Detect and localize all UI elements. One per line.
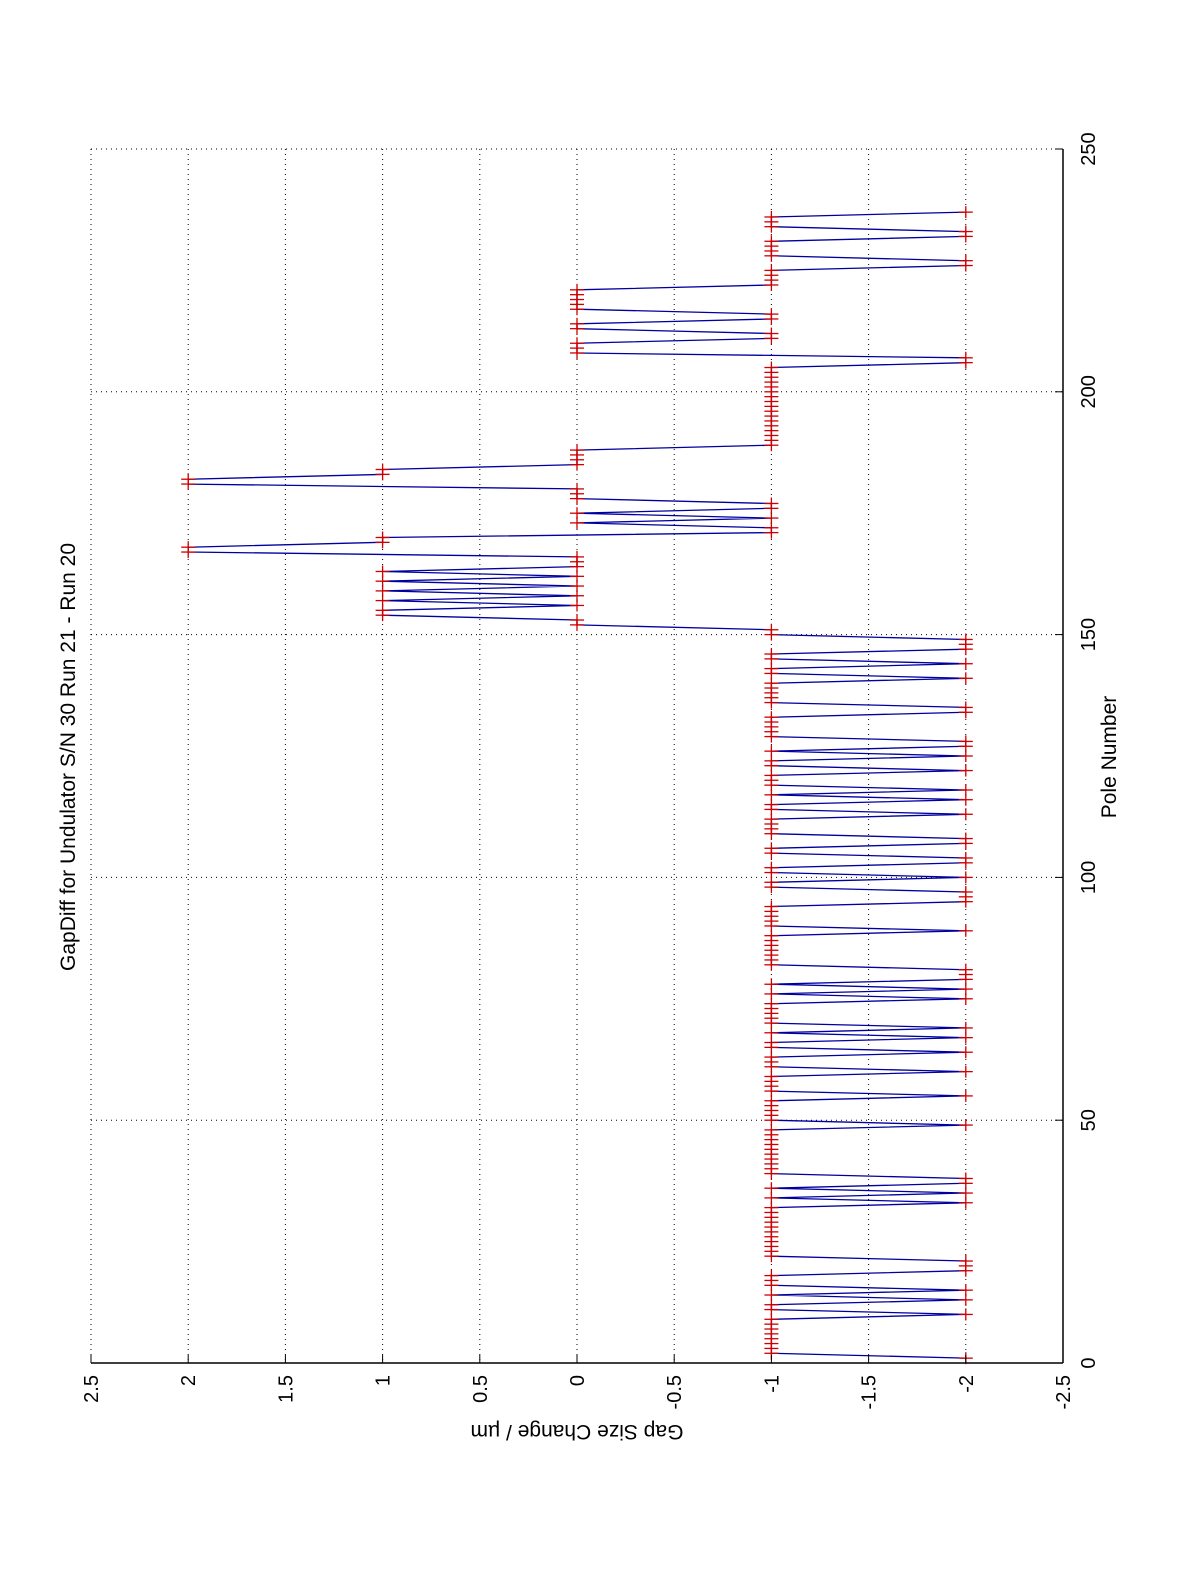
pole-tick-label: 100 [1078, 861, 1100, 894]
data-point-marker [764, 745, 779, 758]
y-axis-label: Gap Size Change / µm [471, 1420, 684, 1443]
data-point-marker [181, 541, 196, 554]
data-point-marker [764, 978, 779, 991]
pole-tick-labels: 0 50 100 150 200 250 [1078, 132, 1100, 1368]
data-point-marker [764, 210, 779, 223]
data-point-marker [764, 1182, 779, 1195]
data-point-marker [958, 254, 973, 267]
data-point-marker [958, 851, 973, 864]
value-tick-label: -2 [956, 1375, 978, 1393]
data-point-marker [764, 900, 779, 913]
pole-tick-label: 0 [1078, 1357, 1100, 1368]
data-point-marker [764, 711, 779, 724]
data-point-marker [570, 283, 584, 296]
data-point-marker [570, 337, 584, 350]
data-point-marker [764, 308, 779, 321]
data-point-marker [958, 1172, 973, 1185]
pole-tick-label: 150 [1078, 618, 1100, 651]
value-tick-label: -1.5 [859, 1375, 881, 1409]
data-point-marker [958, 1065, 973, 1078]
data-point-marker [958, 701, 973, 714]
data-point-marker [375, 463, 390, 476]
data-point-marker [958, 672, 973, 685]
value-tick-labels: -2.5 -2 -1.5 -1 -0.5 0 0.5 1 1.5 2 2.5 [81, 1375, 1075, 1409]
value-tick-label: -1 [761, 1375, 783, 1393]
data-point-marker [958, 735, 973, 748]
data-point-marker [764, 235, 779, 248]
pole-tick-label: 250 [1078, 132, 1100, 165]
data-point-marker [958, 963, 973, 976]
data-point-marker [764, 361, 779, 374]
data-point-marker [958, 924, 973, 937]
data-point-marker [764, 648, 779, 661]
value-tick-label: 0.5 [470, 1375, 492, 1403]
axes [90, 148, 1064, 1364]
data-point-marker [375, 565, 390, 578]
pole-tick-label: 50 [1078, 1109, 1100, 1131]
data-point-marker [764, 842, 779, 855]
data-point-marker [958, 808, 973, 821]
value-tick-label: 2.5 [81, 1375, 103, 1403]
data-point-marker [958, 225, 973, 238]
value-tick-label: 0 [567, 1375, 589, 1386]
data-point-marker [958, 832, 973, 845]
pole-tick-label: 200 [1078, 375, 1100, 408]
data-point-marker [764, 327, 779, 340]
data-point-marker [570, 507, 584, 520]
data-point-marker [570, 614, 584, 627]
data-point-marker [570, 317, 584, 330]
data-point-marker [958, 1046, 973, 1059]
data-point-marker [958, 1284, 973, 1297]
data-point-marker [958, 1021, 973, 1034]
data-point-marker [958, 657, 973, 670]
value-tick-label: 2 [178, 1375, 200, 1386]
data-point-marker [958, 351, 973, 364]
data-point-marker [764, 861, 779, 874]
data-point-marker [375, 531, 390, 544]
data-point-marker [764, 623, 779, 636]
data-point-marker [181, 473, 196, 486]
data-point-marker [570, 444, 584, 457]
data-point-marker [570, 550, 584, 563]
data-point-marker [958, 764, 973, 777]
x-axis-label: Pole Number [1098, 696, 1121, 819]
data-point-marker [958, 1119, 973, 1132]
value-tick-label: -0.5 [664, 1375, 686, 1409]
chart-title: GapDiff for Undulator S/N 30 Run 21 - Ru… [57, 543, 80, 971]
data-point-marker [958, 783, 973, 796]
data-point-marker [570, 482, 584, 495]
value-tick-label: 1.5 [275, 1375, 297, 1403]
data-point-marker [764, 264, 779, 277]
data-point-marker [958, 1255, 973, 1268]
data-point-marker [764, 497, 779, 510]
data-point-marker [764, 1269, 779, 1282]
series-markers [181, 206, 973, 1365]
data-point-marker [958, 633, 973, 646]
data-point-marker [958, 1308, 973, 1321]
data-point-marker [958, 885, 973, 898]
value-tick-label: -2.5 [1053, 1375, 1075, 1409]
data-point-marker [958, 1089, 973, 1102]
value-tick-label: 1 [373, 1375, 395, 1386]
data-point-marker [958, 871, 973, 884]
data-point-marker [958, 206, 973, 219]
